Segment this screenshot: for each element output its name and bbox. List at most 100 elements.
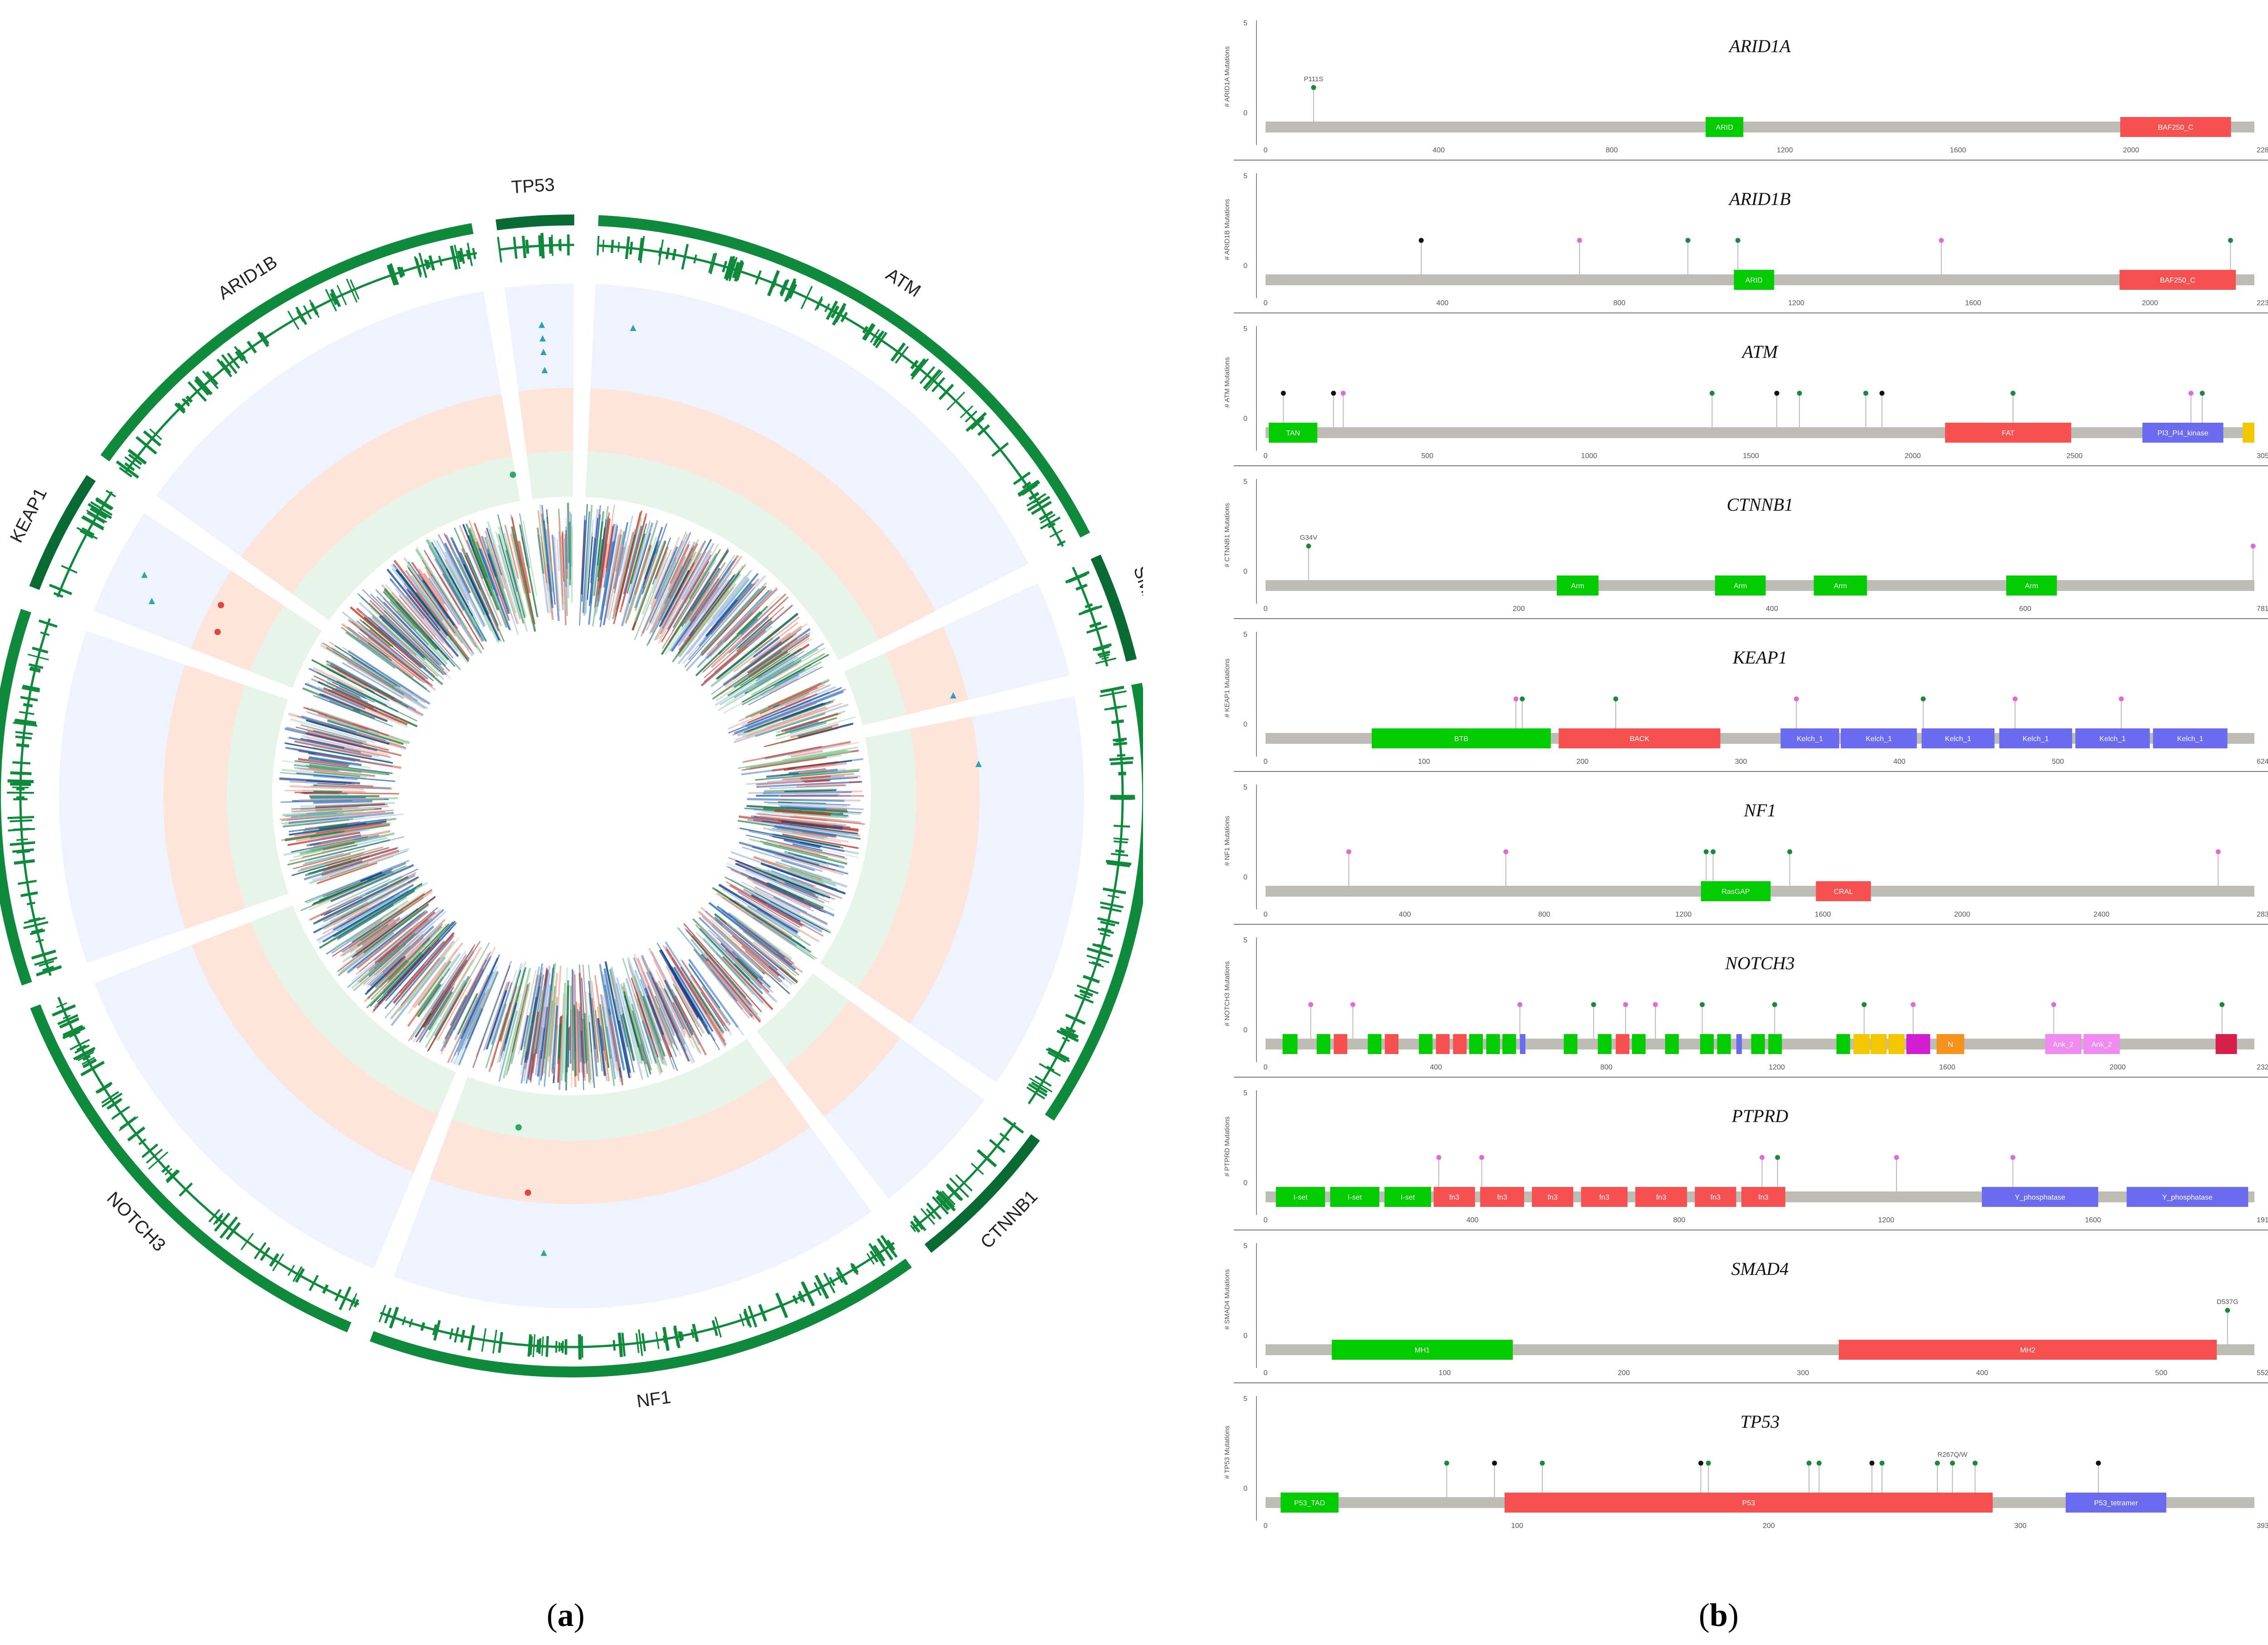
mutation-head xyxy=(2200,391,2205,396)
domain-box xyxy=(1469,1034,1483,1054)
link-stroke xyxy=(451,550,492,632)
domain-box xyxy=(1281,1493,1339,1513)
link-stroke xyxy=(511,526,536,632)
link-stroke xyxy=(399,595,454,659)
link-stroke xyxy=(753,888,801,914)
link-stroke xyxy=(675,986,695,1024)
link-stroke xyxy=(347,619,433,687)
exon-tick xyxy=(95,1081,113,1094)
link-stroke xyxy=(767,706,826,729)
mutation-head xyxy=(1879,391,1885,396)
mutation-head xyxy=(1863,391,1868,396)
link-stroke xyxy=(728,684,831,730)
link-stroke xyxy=(319,822,367,830)
link-stroke xyxy=(597,527,606,582)
link-stroke xyxy=(665,941,725,1034)
link-stroke xyxy=(483,982,508,1051)
link-stroke xyxy=(742,596,789,640)
link-stroke xyxy=(420,952,460,1008)
x-tick-label: 100 xyxy=(1511,1522,1523,1530)
exon-tick xyxy=(1085,603,1093,609)
link-stroke xyxy=(788,742,859,757)
link-stroke xyxy=(699,583,753,647)
link-stroke xyxy=(418,568,449,612)
link-stroke xyxy=(304,860,410,903)
link-stroke xyxy=(787,869,824,884)
exon-tick xyxy=(28,663,44,669)
exon-tick xyxy=(260,332,269,345)
domain-box xyxy=(1888,1034,1905,1054)
exon-tick xyxy=(655,1331,660,1349)
domain-box xyxy=(1700,1034,1714,1054)
y-axis-label: # ARID1A Mutations xyxy=(1223,46,1231,107)
exon-tick xyxy=(337,285,347,306)
link-stroke xyxy=(409,591,430,616)
link-stroke xyxy=(723,641,782,686)
link-stroke xyxy=(774,854,844,876)
exon-tick xyxy=(850,1265,857,1274)
mutation-head xyxy=(1577,238,1582,243)
link-stroke xyxy=(562,532,565,582)
link-stroke xyxy=(301,715,357,734)
gene-title: ARID1B xyxy=(1728,189,1791,209)
link-stroke xyxy=(689,578,720,622)
link-stroke xyxy=(342,662,405,699)
domain-box xyxy=(1999,728,2072,748)
domain-box xyxy=(1453,1034,1467,1054)
exon-tick xyxy=(679,1332,684,1340)
link-stroke xyxy=(369,923,450,1007)
mutation-head xyxy=(1308,1002,1314,1007)
link-stroke xyxy=(348,890,433,949)
domain-box xyxy=(1616,1034,1630,1054)
link-stroke xyxy=(371,961,409,1000)
link-stroke xyxy=(419,986,455,1043)
domain-label: MH2 xyxy=(2020,1347,2036,1354)
link-stroke xyxy=(308,836,405,861)
link-stroke xyxy=(457,993,479,1035)
link-stroke xyxy=(792,843,823,851)
link-stroke xyxy=(781,820,843,830)
exon-tick xyxy=(1031,501,1052,515)
link-stroke xyxy=(408,561,449,619)
x-tick-label: 0 xyxy=(1264,1522,1268,1530)
link-stroke xyxy=(485,538,513,619)
track-blue-band xyxy=(504,283,574,391)
link-stroke xyxy=(702,986,728,1024)
exon-tick xyxy=(1068,574,1087,583)
domain-label: Arm xyxy=(2025,582,2038,590)
link-stroke xyxy=(408,953,467,1042)
y-axis-label: # ARID1B Mutations xyxy=(1223,199,1231,260)
link-stroke xyxy=(655,982,679,1034)
x-tick-label: 400 xyxy=(1976,1369,1988,1377)
exon-tick xyxy=(85,1060,94,1067)
x-tick-label: 2400 xyxy=(2093,911,2110,918)
link-stroke xyxy=(313,830,391,847)
domain-box xyxy=(1632,1034,1646,1054)
link-stroke xyxy=(396,610,448,665)
link-stroke xyxy=(357,909,441,982)
mutation-head xyxy=(1939,238,1944,243)
link-stroke xyxy=(680,969,724,1036)
link-stroke xyxy=(654,552,702,641)
link-stroke xyxy=(776,879,830,903)
exon-tick xyxy=(748,1305,758,1328)
exon-tick xyxy=(935,1190,956,1212)
domain-label: N xyxy=(1948,1041,1953,1049)
link-stroke xyxy=(715,573,759,624)
link-stroke xyxy=(642,971,673,1043)
gene-line xyxy=(380,1242,895,1348)
x-tick-label: 2000 xyxy=(1905,452,1921,460)
link-stroke xyxy=(704,606,785,679)
link-stroke xyxy=(545,529,553,592)
link-stroke xyxy=(294,760,393,774)
link-stroke xyxy=(376,921,454,1003)
exon-tick xyxy=(876,1238,894,1261)
link-stroke xyxy=(520,975,539,1065)
link-stroke xyxy=(391,564,469,664)
exon-tick xyxy=(977,1149,997,1167)
link-stroke xyxy=(373,954,425,1008)
exon-tick xyxy=(164,1168,172,1176)
exon-tick xyxy=(611,239,614,254)
link-stroke xyxy=(798,769,828,774)
link-stroke xyxy=(283,819,349,828)
